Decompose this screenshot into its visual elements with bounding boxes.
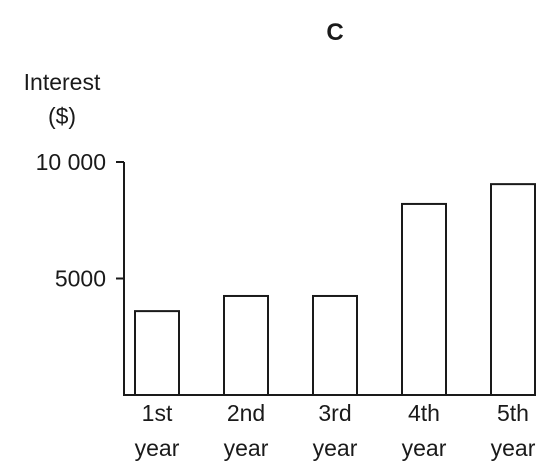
x-tick-label: 1st bbox=[142, 400, 173, 426]
y-ticks-group: 5000 10 000 bbox=[36, 149, 124, 292]
x-tick-label: 3rd bbox=[318, 400, 351, 426]
x-tick-label: 5th bbox=[497, 400, 529, 426]
bar-4 bbox=[401, 202, 447, 396]
bars-group bbox=[134, 183, 536, 397]
y-axis-unit-label: ($) bbox=[48, 103, 76, 129]
bar-5 bbox=[490, 183, 536, 396]
x-tick-label: year bbox=[224, 435, 269, 461]
x-labels-group: 1st year 2nd year 3rd year 4th year 5th year bbox=[135, 400, 536, 461]
x-tick-label: 2nd bbox=[227, 400, 265, 426]
chart-title: C bbox=[326, 19, 343, 46]
x-tick-label: year bbox=[402, 435, 447, 461]
y-tick-label: 10 000 bbox=[36, 149, 106, 175]
x-tick-label: year bbox=[135, 435, 180, 461]
y-axis-label: Interest bbox=[24, 69, 101, 95]
bar-3 bbox=[312, 294, 358, 397]
y-tick-label: 5000 bbox=[55, 266, 106, 292]
x-tick-label: year bbox=[491, 435, 536, 461]
bar-2 bbox=[223, 294, 269, 397]
x-tick-label: year bbox=[313, 435, 358, 461]
x-tick-label: 4th bbox=[408, 400, 440, 426]
bar-1 bbox=[134, 310, 180, 396]
